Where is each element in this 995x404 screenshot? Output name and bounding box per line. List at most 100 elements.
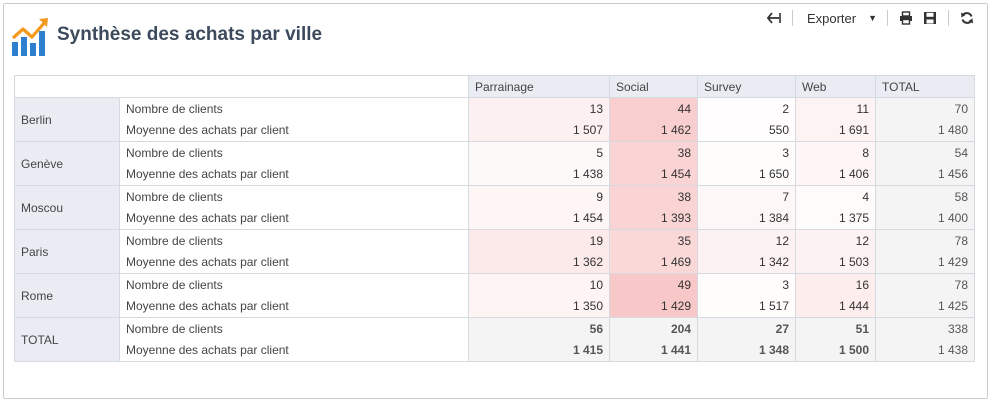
data-cell: 5 — [468, 141, 610, 164]
data-cell: 1 454 — [609, 163, 698, 186]
data-cell: 10 — [468, 273, 610, 296]
column-header[interactable]: Social — [609, 75, 698, 98]
data-cell: 38 — [609, 185, 698, 208]
data-cell: 1 500 — [795, 339, 876, 362]
data-cell: 35 — [609, 229, 698, 252]
measure-label: Nombre de clients — [119, 273, 469, 296]
export-label: Exporter — [806, 10, 857, 26]
total-cell: 338 — [875, 317, 975, 340]
row-header-city[interactable]: Berlin — [14, 97, 120, 142]
data-cell: 8 — [795, 141, 876, 164]
total-cell: 78 — [875, 273, 975, 296]
table-row: Moyenne des achats par client 1 415 1 441 1… — [15, 339, 975, 362]
measure-label: Moyenne des achats par client — [119, 119, 469, 142]
data-cell: 550 — [697, 119, 796, 142]
row-header-city[interactable]: TOTAL — [14, 317, 120, 362]
table-row: Genève Nombre de clients 5 38 3 8 54 — [14, 141, 975, 186]
measure-label: Moyenne des achats par client — [119, 295, 469, 318]
data-cell: 51 — [795, 317, 876, 340]
data-cell: 1 462 — [609, 119, 698, 142]
total-cell: 1 400 — [875, 207, 975, 230]
toolbar: Exporter ▼ — [762, 7, 979, 29]
data-cell: 13 — [468, 97, 610, 120]
data-cell: 9 — [468, 185, 610, 208]
measure-label: Nombre de clients — [119, 185, 469, 208]
data-cell: 7 — [697, 185, 796, 208]
page-title: Synthèse des achats par ville — [57, 24, 323, 45]
data-cell: 1 503 — [795, 251, 876, 274]
measure-label: Moyenne des achats par client — [119, 339, 469, 362]
data-cell: 1 507 — [468, 119, 610, 142]
row-header-city[interactable]: Genève — [14, 141, 120, 186]
data-cell: 1 517 — [697, 295, 796, 318]
data-cell: 1 362 — [468, 251, 610, 274]
measure-label: Nombre de clients — [119, 317, 469, 340]
save-icon — [924, 12, 936, 24]
table-row: Moyenne des achats par client 1 454 1 393 1… — [15, 207, 975, 230]
data-cell: 1 444 — [795, 295, 876, 318]
print-button[interactable] — [894, 7, 918, 29]
table-row: Moscou Nombre de clients 9 38 7 4 58 — [14, 185, 975, 230]
export-dropdown[interactable]: Exporter ▼ — [799, 7, 881, 29]
column-header[interactable]: TOTAL — [875, 75, 975, 98]
measure-label: Nombre de clients — [119, 229, 469, 252]
total-cell: 1 480 — [875, 119, 975, 142]
total-cell: 70 — [875, 97, 975, 120]
save-button[interactable] — [918, 7, 942, 29]
back-button[interactable] — [762, 7, 786, 29]
data-cell: 2 — [697, 97, 796, 120]
column-header[interactable]: Web — [795, 75, 876, 98]
data-cell: 1 393 — [609, 207, 698, 230]
header-corner — [14, 75, 469, 98]
table-row: Paris Nombre de clients 19 35 12 12 78 — [14, 229, 975, 274]
data-cell: 1 691 — [795, 119, 876, 142]
data-cell: 1 348 — [697, 339, 796, 362]
total-cell: 1 456 — [875, 163, 975, 186]
data-cell: 1 650 — [697, 163, 796, 186]
total-cell: 1 438 — [875, 339, 975, 362]
row-header-city[interactable]: Rome — [14, 273, 120, 318]
pivot-table: Parrainage Social Survey Web TOTAL Berli… — [14, 75, 975, 362]
data-cell: 1 438 — [468, 163, 610, 186]
data-cell: 38 — [609, 141, 698, 164]
measure-label: Moyenne des achats par client — [119, 207, 469, 230]
data-cell: 11 — [795, 97, 876, 120]
total-cell: 58 — [875, 185, 975, 208]
measure-label: Moyenne des achats par client — [119, 163, 469, 186]
data-cell: 1 469 — [609, 251, 698, 274]
data-cell: 12 — [795, 229, 876, 252]
data-cell: 44 — [609, 97, 698, 120]
toolbar-divider — [791, 10, 793, 26]
data-cell: 1 441 — [609, 339, 698, 362]
data-cell: 27 — [697, 317, 796, 340]
data-cell: 3 — [697, 273, 796, 296]
table-body: Berlin Nombre de clients 13 44 2 11 70 Moyenne … — [14, 97, 975, 362]
total-cell: 1 429 — [875, 251, 975, 274]
row-header-city[interactable]: Moscou — [14, 185, 120, 230]
row-header-city[interactable]: Paris — [14, 229, 120, 274]
toolbar-divider — [887, 10, 888, 26]
column-header[interactable]: Parrainage — [468, 75, 610, 98]
data-cell: 56 — [468, 317, 610, 340]
trend-chart-icon — [11, 18, 48, 56]
toolbar-divider — [948, 10, 949, 26]
table-row: Moyenne des achats par client 1 507 1 462 5… — [15, 119, 975, 142]
table-row: Moyenne des achats par client 1 438 1 454 1… — [15, 163, 975, 186]
column-header[interactable]: Survey — [697, 75, 796, 98]
table-header-row: Parrainage Social Survey Web TOTAL — [14, 75, 975, 98]
data-cell: 49 — [609, 273, 698, 296]
data-cell: 3 — [697, 141, 796, 164]
data-cell: 1 454 — [468, 207, 610, 230]
data-cell: 1 406 — [795, 163, 876, 186]
measure-label: Nombre de clients — [119, 141, 469, 164]
data-cell: 1 342 — [697, 251, 796, 274]
table-row: TOTAL Nombre de clients 56 204 27 51 338 — [14, 317, 975, 362]
print-icon — [900, 11, 912, 25]
data-cell: 1 429 — [609, 295, 698, 318]
refresh-icon — [961, 12, 973, 24]
data-cell: 204 — [609, 317, 698, 340]
data-cell: 1 384 — [697, 207, 796, 230]
refresh-button[interactable] — [955, 7, 979, 29]
table-row: Moyenne des achats par client 1 350 1 429 1… — [15, 295, 975, 318]
report-header: Synthèse des achats par ville — [10, 13, 410, 57]
